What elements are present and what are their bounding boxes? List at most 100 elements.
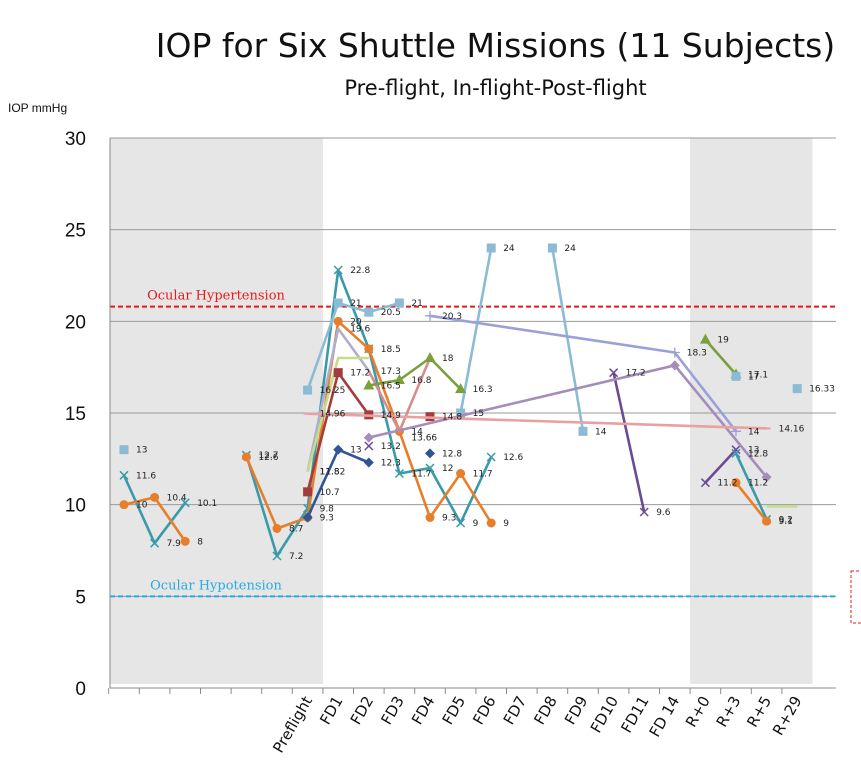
point-marker [731, 371, 741, 381]
data-label: 12.8 [442, 449, 462, 459]
series-line [734, 452, 768, 520]
data-label: 11.82 [320, 467, 346, 477]
point-marker [241, 452, 251, 462]
data-label: 13.2 [381, 442, 401, 452]
series-2 [119, 445, 129, 455]
point-marker [363, 379, 375, 390]
series-11 [302, 444, 374, 523]
series-24 [364, 441, 374, 451]
point-marker [486, 243, 496, 253]
series-9 [306, 356, 369, 473]
point-marker [425, 310, 435, 321]
series-line [307, 412, 767, 430]
point-marker [119, 470, 129, 480]
data-label: 16.25 [320, 386, 346, 396]
data-label: 24 [503, 244, 515, 254]
data-label: 18 [442, 354, 454, 364]
point-marker [699, 333, 711, 344]
point-marker [486, 452, 496, 462]
data-label: 12.3 [381, 459, 401, 469]
chart-title: IOP for Six Shuttle Missions (11 Subject… [155, 26, 836, 65]
data-label: 18.3 [687, 349, 707, 359]
data-label: 14.8 [442, 413, 462, 423]
data-label: 9.3 [320, 514, 334, 524]
data-label: 9.1 [779, 517, 793, 527]
point-marker [762, 516, 772, 526]
point-marker [456, 469, 466, 478]
x-tick-label: FD3 [377, 693, 407, 728]
series-13 [363, 352, 467, 394]
data-label: 17.2 [350, 369, 370, 379]
reference-line-label-0: Ocular Hypertension [147, 289, 285, 304]
data-label: 16.33 [809, 385, 835, 395]
series-23 [425, 448, 435, 459]
point-marker [302, 512, 313, 523]
point-marker [394, 298, 404, 308]
data-label: 12.7 [258, 451, 278, 461]
x-tick-label: FD7 [500, 693, 530, 728]
point-marker [150, 538, 160, 548]
point-marker [303, 487, 313, 497]
data-label: 14.16 [779, 424, 805, 434]
data-label: 20.3 [442, 312, 462, 322]
y-tick-label: 30 [65, 129, 86, 150]
data-label: 7.2 [289, 552, 303, 562]
y-tick-label: 10 [65, 496, 86, 517]
data-label: 15 [473, 409, 484, 419]
x-tick-label: Preflight [269, 693, 316, 756]
data-label: 18.5 [381, 345, 401, 355]
point-marker [119, 500, 129, 510]
data-label: 9.3 [442, 514, 456, 524]
point-marker [731, 478, 741, 488]
point-marker [333, 265, 343, 275]
data-label: 14 [595, 427, 607, 437]
data-label: 10 [136, 501, 148, 511]
data-label: 9.2 [779, 515, 793, 525]
series-line [734, 481, 768, 522]
data-label: 7.9 [167, 539, 182, 549]
data-label: 11.2 [748, 479, 768, 489]
point-marker [333, 368, 343, 378]
data-label: 11.8 [320, 468, 340, 478]
data-label: 14.96 [320, 410, 346, 420]
point-marker [425, 513, 435, 522]
x-tick-label: FD9 [561, 693, 591, 728]
data-label: 19 [717, 336, 729, 346]
x-tick-label: R+3 [713, 693, 745, 730]
data-label: 11.7 [411, 470, 431, 480]
point-marker [425, 448, 435, 459]
series-line [704, 338, 737, 376]
y-tick-label: 15 [65, 404, 86, 425]
point-marker [272, 551, 282, 561]
data-label: 20 [350, 317, 362, 327]
reference-line-label-1: Ocular Hypotension [150, 578, 282, 593]
data-label: 14 [748, 427, 760, 437]
point-marker [393, 374, 405, 384]
data-labels: 1311.61010.47.910.1812.712.68.77.216.251… [136, 244, 835, 562]
data-label: 8 [197, 537, 203, 547]
point-marker [761, 472, 772, 483]
shaded-regions [110, 138, 813, 684]
y-tick-label: 0 [75, 679, 86, 700]
series-line [551, 247, 585, 432]
data-label: 12.6 [258, 453, 278, 463]
data-label: 11.7 [473, 470, 493, 480]
data-label: 13 [748, 446, 759, 456]
data-label: 17.3 [381, 367, 401, 377]
data-label: 16.5 [381, 382, 401, 392]
series-7 [547, 243, 588, 436]
series-18 [731, 478, 772, 526]
data-label: 17.2 [626, 369, 646, 379]
series-27 [303, 412, 771, 430]
series-1 [119, 492, 190, 546]
data-label: 9 [503, 519, 509, 529]
point-marker [700, 478, 710, 488]
point-marker [792, 384, 802, 394]
point-marker [333, 298, 343, 308]
data-label: 16.8 [411, 376, 431, 386]
series-lines [119, 243, 802, 561]
point-marker [669, 347, 680, 358]
point-marker [363, 432, 374, 443]
clipped-legend-box [850, 570, 861, 624]
